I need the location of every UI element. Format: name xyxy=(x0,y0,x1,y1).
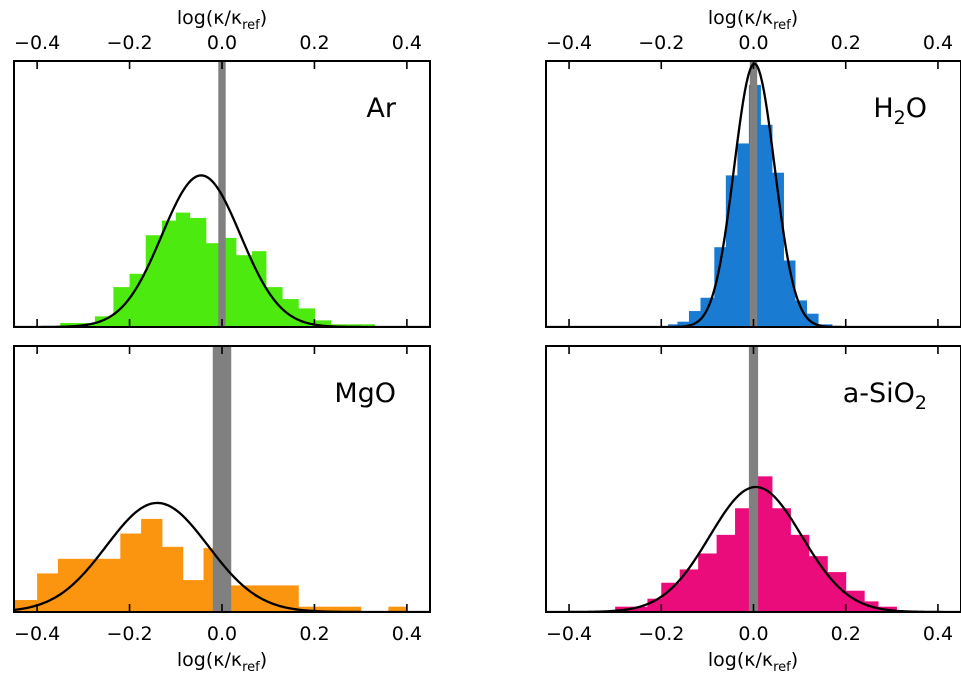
histogram-bar-top-right-1 xyxy=(677,321,690,327)
xtick-label-top-right-2: 0.0 xyxy=(738,32,768,54)
histogram-bar-bottom-left-5 xyxy=(141,518,163,612)
svg-text:log(κ/κref): log(κ/κref) xyxy=(177,649,267,675)
histogram-bar-top-left-3 xyxy=(129,273,147,327)
xtick-label-bottom-right-2: 0.0 xyxy=(738,623,768,645)
histogram-bar-top-right-2 xyxy=(688,311,701,327)
histogram-bar-top-left-6 xyxy=(175,212,191,327)
histogram-bar-bottom-right-11 xyxy=(827,572,847,612)
xtick-label-bottom-left-2: 0.0 xyxy=(207,623,237,645)
histogram-bar-top-left-7 xyxy=(189,217,207,327)
panel-label-top-left: Ar xyxy=(366,93,396,124)
histogram-bar-bottom-left-11 xyxy=(298,606,320,612)
svg-text:log(κ/κref): log(κ/κref) xyxy=(708,649,798,675)
gaussian-fit-bottom-right xyxy=(546,485,961,612)
histogram-bar-bottom-right-8 xyxy=(771,508,791,612)
histogram-bar-bottom-left-13 xyxy=(388,606,408,612)
xtick-label-top-right-3: 0.2 xyxy=(831,32,861,54)
histogram-bar-bottom-right-3 xyxy=(679,569,699,612)
panel-label-bottom-right: a-SiO2 xyxy=(843,378,927,414)
histogram-bar-bottom-left-1 xyxy=(37,573,59,612)
xtick-label-top-left-3: 0.2 xyxy=(299,32,329,54)
histogram-panel-bottom-right xyxy=(546,346,961,612)
xtick-label-bottom-left-0: −0.4 xyxy=(14,623,60,645)
histogram-bar-top-left-15 xyxy=(314,320,332,327)
xtick-label-top-left-0: −0.4 xyxy=(14,32,60,54)
xtick-label-top-left-4: 0.4 xyxy=(392,32,422,54)
svg-text:log(κ/κref): log(κ/κref) xyxy=(708,7,798,33)
xtick-label-bottom-right-4: 0.4 xyxy=(923,623,953,645)
histogram-bar-bottom-right-5 xyxy=(716,534,736,612)
histogram-bar-bottom-right-2 xyxy=(661,582,681,612)
xtick-label-top-left-1: −0.2 xyxy=(106,32,152,54)
histogram-bar-bottom-left-7 xyxy=(182,580,205,612)
histogram-bar-top-right-6 xyxy=(737,143,750,327)
histogram-bar-top-right-3 xyxy=(700,297,715,327)
histogram-bar-top-left-13 xyxy=(282,299,299,327)
panel-label-top-right: H2O xyxy=(873,93,927,129)
histogram-bar-bottom-right-7 xyxy=(753,476,773,612)
histogram-bar-top-left-10 xyxy=(235,255,253,327)
histogram-panel-top-left xyxy=(14,61,430,327)
reference-band-bottom-right xyxy=(748,346,759,612)
xtick-label-top-right-0: −0.4 xyxy=(546,32,592,54)
xtick-label-top-right-4: 0.4 xyxy=(923,32,953,54)
figure-axis-label-top-right: log(κ/κref) xyxy=(708,7,798,33)
histogram-bar-bottom-left-3 xyxy=(99,558,121,612)
histogram-bar-bottom-left-4 xyxy=(120,533,142,612)
xtick-label-bottom-left-1: −0.2 xyxy=(106,623,152,645)
histogram-bar-bottom-right-9 xyxy=(790,534,810,612)
xtick-label-bottom-left-3: 0.2 xyxy=(299,623,329,645)
histogram-bar-top-right-4 xyxy=(714,247,727,327)
histogram-bar-top-left-5 xyxy=(161,220,177,327)
histogram-bar-top-left-1 xyxy=(94,316,114,327)
histogram-bar-bottom-left-6 xyxy=(161,546,184,612)
histogram-bar-top-left-12 xyxy=(265,287,283,327)
histogram-bar-bottom-right-12 xyxy=(845,590,865,612)
reference-band-top-right xyxy=(749,61,758,327)
histogram-bar-top-right-11 xyxy=(795,300,808,327)
figure-axis-label-bottom-left: log(κ/κref) xyxy=(177,649,267,675)
histogram-bar-top-right-5 xyxy=(725,175,738,327)
xtick-label-bottom-right-0: −0.4 xyxy=(546,623,592,645)
histogram-bar-top-right-8 xyxy=(760,124,773,327)
figure-axis-label-bottom-right: log(κ/κref) xyxy=(708,649,798,675)
histogram-bar-bottom-left-12 xyxy=(319,606,362,612)
histogram-bar-top-left-11 xyxy=(252,251,267,327)
histogram-bar-top-left-16 xyxy=(330,324,376,327)
figure-axis-label-top-left: log(κ/κref) xyxy=(177,7,267,33)
xtick-label-top-left-2: 0.0 xyxy=(207,32,237,54)
histogram-bar-top-left-4 xyxy=(145,235,163,327)
histogram-bar-bottom-right-4 xyxy=(698,553,718,612)
histogram-panel-top-right xyxy=(546,61,961,327)
histogram-bar-top-right-0 xyxy=(668,324,678,327)
svg-text:log(κ/κref): log(κ/κref) xyxy=(177,7,267,33)
xtick-label-top-right-1: −0.2 xyxy=(638,32,684,54)
panel-label-bottom-left: MgO xyxy=(334,378,396,409)
histogram-bar-bottom-left-0 xyxy=(14,600,38,612)
xtick-label-bottom-left-4: 0.4 xyxy=(392,623,422,645)
histogram-bar-bottom-left-2 xyxy=(57,558,101,612)
xtick-label-bottom-right-1: −0.2 xyxy=(638,623,684,645)
histogram-bar-bottom-right-10 xyxy=(808,556,828,612)
reference-band-bottom-left xyxy=(212,346,232,612)
xtick-label-bottom-right-3: 0.2 xyxy=(831,623,861,645)
